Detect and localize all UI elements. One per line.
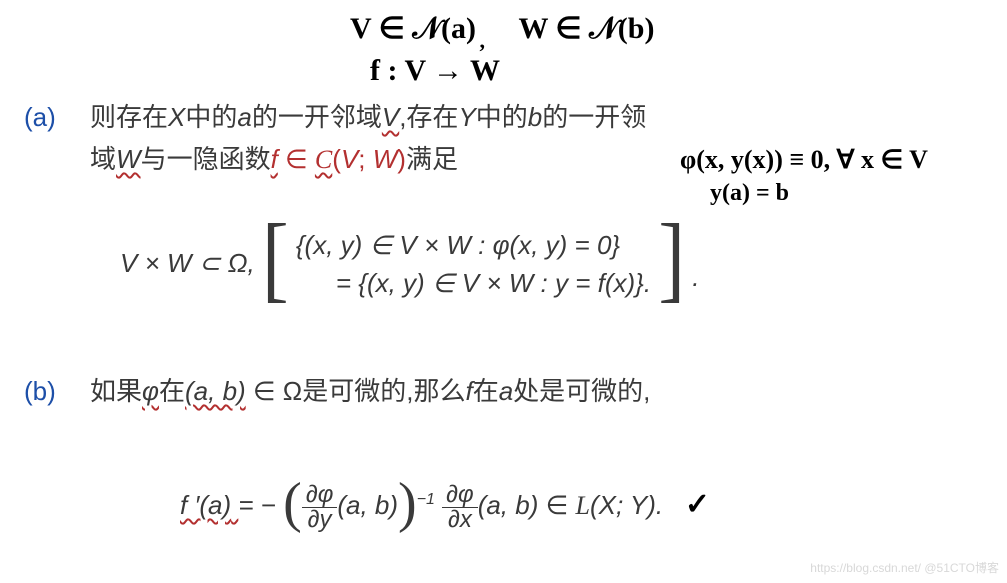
left-bracket-icon: [ [262,211,289,307]
a-math-period: . [692,262,699,292]
a-math: V × W ⊂ Ω, [ {(x, y) ∈ V × W : φ(x, y) =… [120,225,699,305]
left-paren-icon: ( [283,472,302,534]
a-line1-V: V [382,102,399,132]
b-eq-eqminus: = − [238,490,276,520]
a-line2-semi: ; [358,144,372,174]
b-eq: f ′(a) = − ( ∂φ ∂y (a, b))−1 ∂φ ∂x (a, b… [180,465,710,549]
b-eq-inL: ∈ [538,490,575,520]
hand-top-line2: f : V → W [370,48,500,93]
a-line1-mid5: 的一开领 [542,102,646,132]
b-eq-frac1: ∂φ ∂y [302,483,338,532]
a-math-row1: {(x, y) ∈ V × W : φ(x, y) = 0} [296,227,651,265]
a-line2-lpar: ( [332,144,341,174]
b-eq-ab2: (a, b) [478,490,539,520]
a-line1-mid4: 中的 [476,102,528,132]
b-eq-frac2: ∂φ ∂x [442,483,478,532]
a-line1-X: X [168,102,185,132]
b-eq-ab1: (a, b) [337,490,398,520]
hand-top-line1-left: V ∈ 𝒩(a) [350,12,476,45]
label-a: (a) [24,98,56,137]
watermark: https://blog.csdn.net/ @51CTO博客 [810,559,999,577]
hand-ya-eq: y(a) = b [710,175,789,211]
b-eq-XY: (X; Y). [590,490,663,520]
a-line1-mid2: 的一开邻域 [252,102,382,132]
b-line1-ab: (a, b) [185,376,246,406]
a-line-1: 则存在X中的a的一开邻域V,存在Y中的b的一开领 [90,98,646,137]
right-paren-icon: ) [398,472,417,534]
b-eq-L: L [575,491,589,520]
b-line1-at2: 在 [473,376,499,406]
b-line-1: 如果φ在(a, b) ∈ Ω是可微的,那么f在a处是可微的, [90,372,650,411]
b-line1-tail: 处是可微的, [513,376,650,406]
a-line2-f: f [271,144,278,174]
a-line2-rpar: ) [397,144,406,174]
b-line1-f: f [465,376,472,406]
a-line2-W: W [116,144,141,174]
b-line1-pre: 如果 [90,376,142,406]
a-line1-a: a [237,102,251,132]
b-eq-invpow: −1 [417,491,435,508]
a-math-left: V × W ⊂ Ω, [120,248,255,278]
hand-phi-eq: φ(x, y(x)) ≡ 0, ∀ x ∈ V [680,140,928,179]
b-line1-at: 在 [159,376,185,406]
a-line2-Varg: V [341,144,358,174]
a-line1-mid1: 中的 [185,102,237,132]
a-line2-in: ∈ [278,144,315,174]
label-b: (b) [24,372,56,411]
b-eq-fprime: f ′(a) [180,490,238,520]
b-line1-a: a [499,376,513,406]
a-line2-tail: 满足 [406,144,458,174]
b-line1-phi: φ [142,376,159,406]
right-bracket-icon: ] [658,211,685,307]
hand-top-line1-right: W ∈ 𝒩(b) [518,12,654,45]
a-line2-C: C [315,145,332,174]
checkmark-icon: ✓ [685,488,710,521]
b-line1-inO: ∈ Ω是可微的,那么 [246,376,466,406]
a-line1-mid3: ,存在 [399,102,458,132]
a-line1-b: b [528,102,542,132]
a-line1-Y: Y [458,102,475,132]
a-line2-Warg: W [373,144,398,174]
a-line1-pre: 则存在 [90,102,168,132]
a-line-2: 域W与一隐函数f ∈ C(V; W)满足 [90,140,458,179]
a-math-row2: = {(x, y) ∈ V × W : y = f(x)}. [296,265,651,303]
a-line2-mid1: 与一隐函数 [141,144,271,174]
a-line2-pre: 域 [90,144,116,174]
